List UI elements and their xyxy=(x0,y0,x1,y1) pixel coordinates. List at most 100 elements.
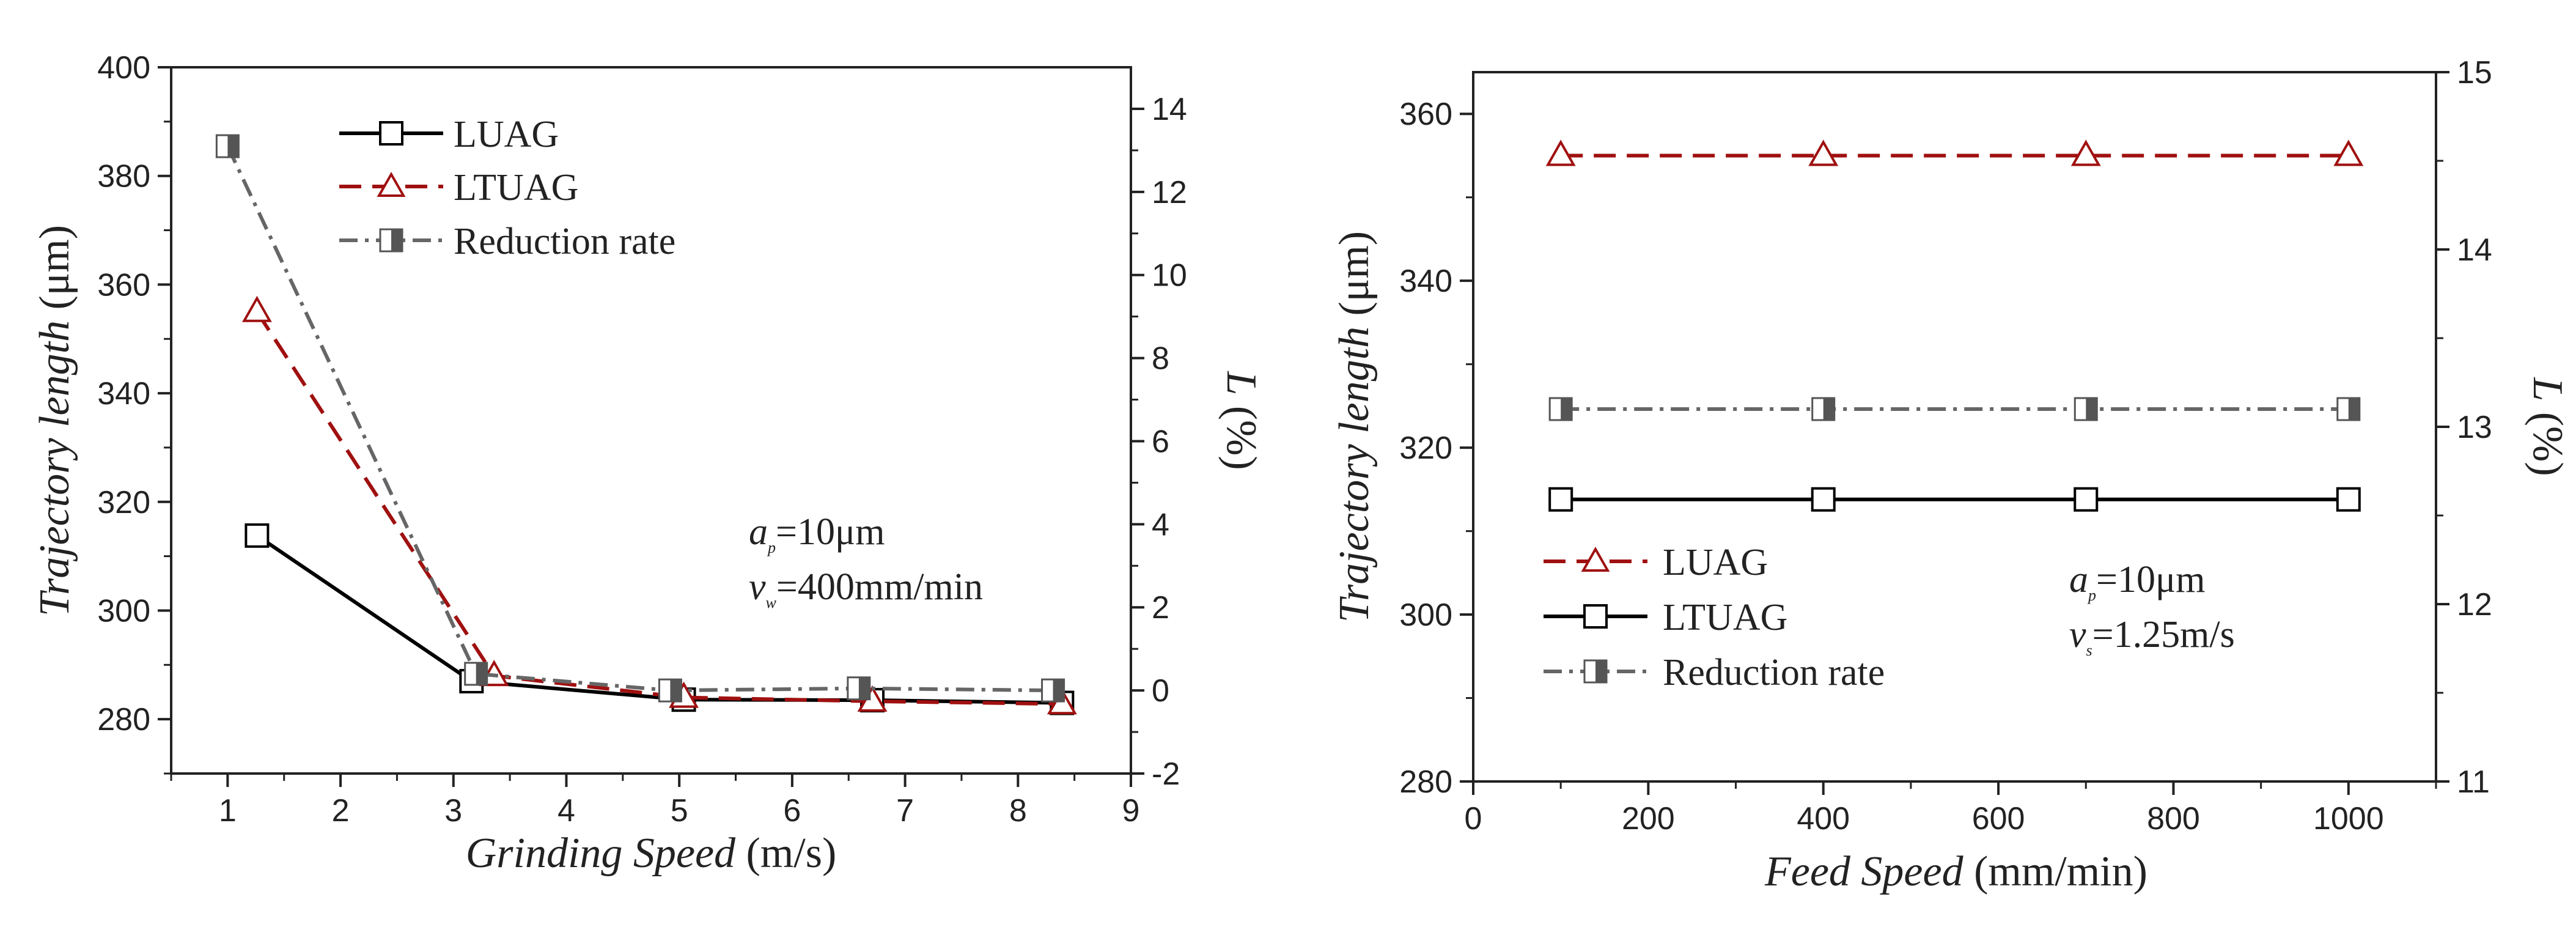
y-left-axis-ticks: 280 300 320 340 360 380 400 xyxy=(97,50,171,775)
x-tick-label: 1 xyxy=(219,793,237,829)
x-tick-label: 5 xyxy=(671,793,688,829)
svg-text:ap=10μm: ap=10μm xyxy=(2069,559,2205,604)
data-point-reduction-rate xyxy=(1548,397,1573,421)
svg-text:vw=400mm/min: vw=400mm/min xyxy=(749,566,983,611)
x-axis-ticks: 1 2 3 4 5 6 7 8 9 xyxy=(170,774,1140,829)
x-tick-label: 400 xyxy=(1797,801,1850,837)
x-axis-title: Grinding Speed (m/s) xyxy=(466,830,837,877)
grinding-speed-chart: 1 2 3 4 5 6 7 8 9 280 300 320 340 360 3 8 0 400 -2 0 2 4 6 8 1… xyxy=(31,50,1265,877)
series-layer xyxy=(215,134,1077,715)
data-point-luag xyxy=(1545,139,1576,166)
data-point-reduction-rate xyxy=(215,134,240,158)
y-left-tick-label: 320 xyxy=(97,485,150,520)
data-point-ltuag xyxy=(241,295,272,322)
x-tick-label: 8 xyxy=(1009,793,1027,829)
y-right-axis-title: L (%) xyxy=(1218,371,1265,470)
y-right-tick-label: 6 xyxy=(1152,424,1169,459)
data-point-luag xyxy=(245,523,270,548)
y-left-tick-label: 320 xyxy=(1399,430,1452,466)
x-axis-title: Feed Speed (mm/min) xyxy=(1764,848,2147,895)
data-point-reduction-rate xyxy=(2336,397,2361,421)
legend-item-ltuag: LTUAG xyxy=(1544,597,1787,638)
y-right-tick-label: 13 xyxy=(2457,410,2492,445)
series-layer xyxy=(1545,139,2364,512)
y-right-tick-label: 11 xyxy=(2457,764,2490,800)
y-right-tick-label: 10 xyxy=(1152,258,1187,294)
y-right-tick-label: 14 xyxy=(1152,92,1187,127)
legend-label: LUAG xyxy=(454,114,559,155)
data-point-reduction-rate xyxy=(658,678,682,703)
y-right-tick-label: 14 xyxy=(2457,232,2492,268)
x-tick-label: 1000 xyxy=(2313,801,2384,837)
y-left-axis-title: Trajectory length (μm) xyxy=(1331,231,1378,622)
annotation: ap=10μm vs=1.25m/s xyxy=(2069,559,2235,659)
y-right-tick-label: 8 xyxy=(1152,341,1169,377)
y-right-tick-label: 12 xyxy=(2457,587,2492,622)
y-left-tick-label: 340 xyxy=(97,376,150,412)
y-right-tick-label: 12 xyxy=(1152,175,1187,210)
legend-label: LTUAG xyxy=(1663,597,1787,638)
data-point-ltuag xyxy=(2074,487,2099,512)
y-right-tick-label: 0 xyxy=(1152,673,1169,709)
x-tick-label: 6 xyxy=(783,793,801,829)
y-left-tick-label: 360 xyxy=(1399,97,1452,132)
legend-label: Reduction rate xyxy=(1663,652,1885,693)
legend-item-reduction-rate: Reduction rate xyxy=(339,221,675,262)
data-point-ltuag xyxy=(1811,487,1836,512)
data-point-reduction-rate xyxy=(1041,678,1065,703)
data-point-ltuag xyxy=(1548,487,1573,512)
annotation: ap=10μm vw=400mm/min xyxy=(749,511,983,611)
data-point-reduction-rate xyxy=(1811,397,1836,421)
data-point-luag xyxy=(2333,139,2364,166)
x-axis-ticks: 0 200 400 600 800 1000 xyxy=(1465,781,2437,837)
data-point-reduction-rate xyxy=(847,676,871,701)
y-right-tick-label: 4 xyxy=(1152,507,1169,542)
x-tick-label: 7 xyxy=(896,793,914,829)
y-right-tick-label: -2 xyxy=(1152,756,1180,792)
y-left-tick-label: 280 xyxy=(1399,764,1452,800)
y-left-tick-label: 340 xyxy=(1399,264,1452,299)
y-left-tick-label: 300 xyxy=(97,593,150,629)
x-tick-label: 0 xyxy=(1465,801,1482,837)
legend-label: LUAG xyxy=(1663,542,1768,583)
y-right-axis-title: L (%) xyxy=(2524,377,2571,476)
y-right-axis-ticks: 11 12 13 14 15 xyxy=(2436,55,2492,800)
x-tick-label: 4 xyxy=(558,793,575,829)
plot-frame xyxy=(1472,71,2437,783)
legend-label: LTUAG xyxy=(454,167,578,209)
y-left-axis-ticks: 280 300 320 340 360 xyxy=(1399,97,1473,800)
y-right-tick-label: 15 xyxy=(2457,55,2492,90)
data-point-reduction-rate xyxy=(2074,397,2098,421)
legend-item-reduction-rate: Reduction rate xyxy=(1544,652,1885,693)
x-tick-label: 600 xyxy=(1972,801,2025,837)
x-tick-label: 200 xyxy=(1622,801,1675,837)
legend-item-luag: LUAG xyxy=(339,114,559,155)
y-left-tick-label: 360 xyxy=(97,267,150,303)
data-point-luag xyxy=(1808,139,1839,166)
data-point-reduction-rate xyxy=(464,662,488,686)
x-tick-label: 3 xyxy=(444,793,462,829)
legend-item-ltuag: LTUAG xyxy=(339,167,578,209)
y-right-axis-ticks: -2 0 2 4 6 8 10 12 14 xyxy=(1131,92,1187,792)
feed-speed-chart: 0 200 400 600 800 1000 280 300 320 340 360 11 12 13… xyxy=(1331,55,2571,895)
y-right-tick-label: 2 xyxy=(1152,590,1169,626)
x-tick-label: 2 xyxy=(332,793,350,829)
data-point-ltuag xyxy=(2336,487,2361,512)
x-tick-label: 9 xyxy=(1122,793,1140,829)
series-line-luag xyxy=(256,534,1062,705)
y-left-axis-title: Trajectory length (μm) xyxy=(31,225,78,616)
x-tick-label: 800 xyxy=(2147,801,2200,837)
legend: LUAG LTUAG Reduction rate xyxy=(339,114,675,262)
legend-item-luag: LUAG xyxy=(1544,542,1768,583)
legend: LUAG LTUAG Reduction rate xyxy=(1544,542,1885,693)
plot-frame xyxy=(170,66,1132,775)
y-left-tick-label: 280 xyxy=(97,702,150,737)
y-left-tick-label: 300 xyxy=(1399,597,1452,633)
legend-label: Reduction rate xyxy=(454,221,675,262)
svg-text:vs=1.25m/s: vs=1.25m/s xyxy=(2069,614,2235,659)
y-left-tick-label: 400 xyxy=(97,50,150,86)
data-point-luag xyxy=(2070,139,2101,166)
svg-text:ap=10μm: ap=10μm xyxy=(749,511,885,556)
series-line-ltuag xyxy=(255,311,1062,706)
